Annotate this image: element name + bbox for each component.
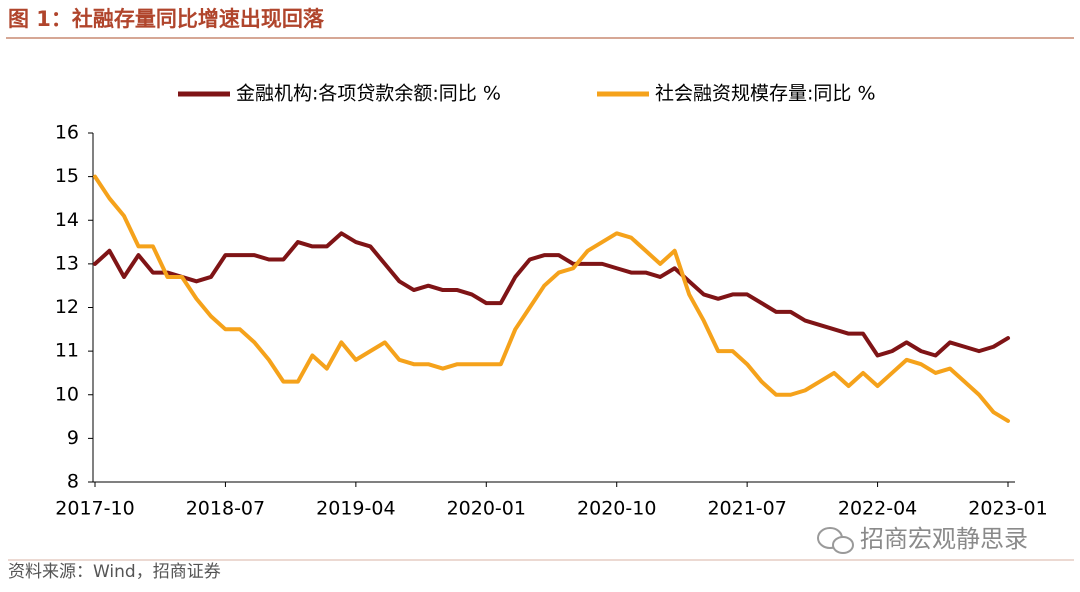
legend-label: 社会融资规模存量:同比 % [655,83,876,105]
x-tick-label: 2018-07 [186,498,265,520]
chart-title: 图 1：社融存量同比增速出现回落 [8,7,325,31]
y-tick-label: 14 [55,209,79,231]
series-line [93,231,1010,358]
x-tick-label: 2019-04 [316,498,395,520]
source-note: 资料来源：Wind，招商证券 [8,562,221,582]
x-tick-label: 2021-07 [707,498,786,520]
y-tick-label: 13 [55,252,79,274]
watermark: 招商宏观静思录 [860,525,1028,553]
y-tick-label: 9 [67,427,79,449]
y-tick-label: 11 [55,340,79,362]
y-tick-label: 16 [55,122,79,144]
y-tick-label: 8 [67,471,79,493]
series-line [93,174,1010,423]
y-tick-label: 10 [55,383,79,405]
x-tick-label: 2020-01 [447,498,526,520]
x-tick-label: 2022-04 [838,498,917,520]
legend-label: 金融机构:各项贷款余额:同比 % [236,83,501,105]
x-tick-label: 2023-01 [968,498,1047,520]
y-tick-label: 15 [55,165,79,187]
x-tick-label: 2017-10 [55,498,134,520]
y-tick-label: 12 [55,296,79,318]
watermark-icon [817,527,854,554]
x-tick-label: 2020-10 [577,498,656,520]
